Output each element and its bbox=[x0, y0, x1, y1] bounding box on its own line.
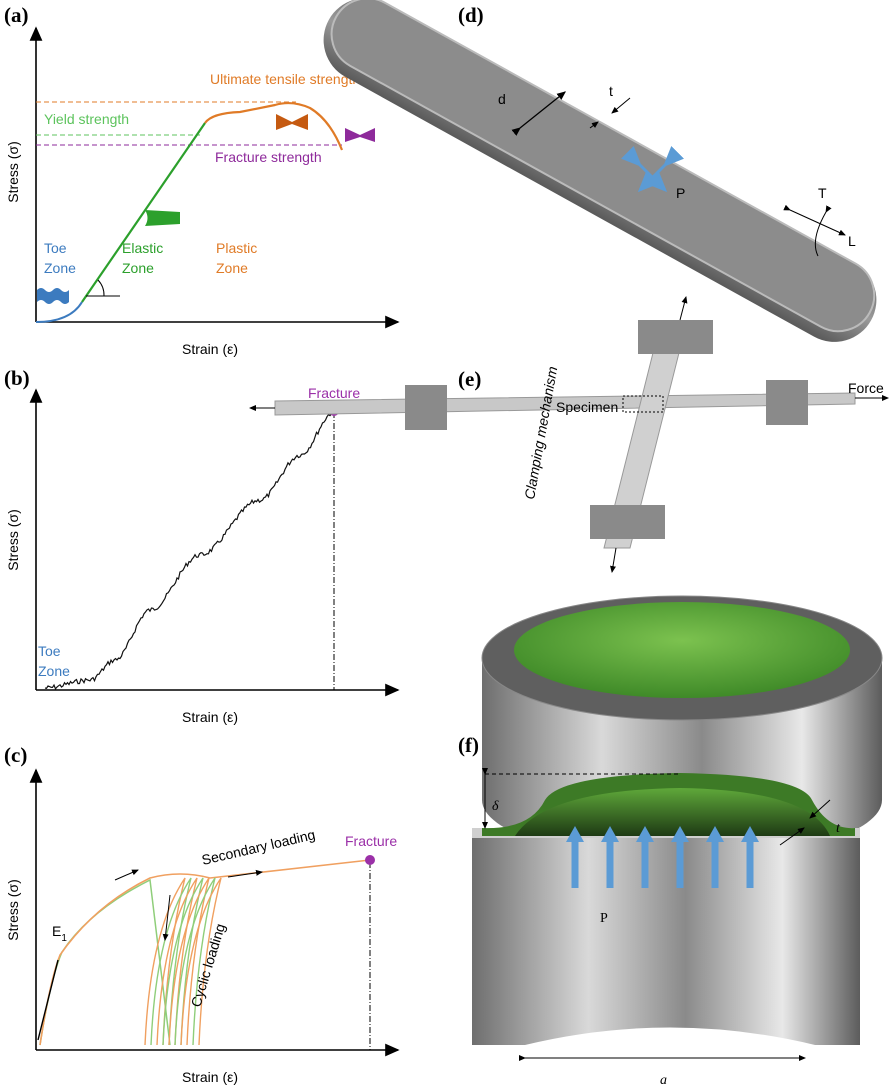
arrow bbox=[612, 548, 616, 572]
figure: (a) Stress (σ) Strain (ε) Ultimate tensi… bbox=[0, 0, 895, 1090]
annotation: Yield strength bbox=[44, 111, 129, 127]
panel-label: (d) bbox=[458, 3, 484, 27]
panel-label: (e) bbox=[458, 367, 481, 391]
fracture-point bbox=[365, 855, 375, 865]
axis-label: Stress (σ) bbox=[5, 509, 21, 571]
clamp bbox=[590, 505, 665, 539]
section bbox=[472, 838, 860, 1045]
annotation: Fracture strength bbox=[215, 149, 322, 165]
arrow bbox=[680, 297, 686, 320]
panel-label: (f) bbox=[458, 733, 479, 757]
axis-label: Stress (σ) bbox=[5, 141, 21, 203]
annotation: E1 bbox=[52, 923, 67, 944]
specimen-icon bbox=[37, 288, 69, 304]
annotation: Force bbox=[848, 380, 884, 396]
axis-label: Stress (σ) bbox=[5, 879, 21, 941]
annotation: Zone bbox=[122, 260, 154, 276]
panel-c: (c) Stress (σ) Strain (ε) Fracture Secon… bbox=[4, 743, 398, 1085]
tube bbox=[309, 0, 892, 357]
axis-label: Strain (ε) bbox=[182, 709, 238, 725]
axis-label: Strain (ε) bbox=[182, 1069, 238, 1085]
specimen-icon bbox=[276, 114, 308, 130]
annotation: Toe bbox=[44, 240, 67, 256]
panel-label: (b) bbox=[4, 366, 30, 390]
curve bbox=[40, 880, 170, 1045]
annotation: δ bbox=[492, 799, 499, 814]
annotation: Zone bbox=[38, 663, 70, 679]
annotation: Specimen bbox=[556, 399, 618, 415]
annotation: d bbox=[498, 91, 506, 107]
membrane bbox=[514, 602, 850, 698]
annotation: Toe bbox=[38, 643, 61, 659]
annotation: E bbox=[52, 923, 61, 939]
clamp bbox=[766, 380, 808, 425]
annotation: t bbox=[609, 83, 613, 99]
panel-d: (d) d t P T L bbox=[309, 0, 892, 357]
clamp bbox=[638, 320, 713, 354]
annotation: T bbox=[818, 185, 827, 201]
annotation: Zone bbox=[216, 260, 248, 276]
tube-inner bbox=[319, 0, 887, 344]
annotation: Clamping mechanism bbox=[521, 365, 560, 501]
annotation: Fracture bbox=[308, 385, 360, 401]
panel-f: (f) δ t P a bbox=[458, 596, 882, 1088]
curve bbox=[45, 410, 333, 689]
arrow bbox=[228, 872, 262, 877]
specimen-icon bbox=[345, 128, 375, 142]
annotation: P bbox=[600, 911, 608, 926]
modulus-line bbox=[38, 960, 58, 1040]
annotation: Elastic bbox=[122, 240, 163, 256]
curve bbox=[205, 103, 342, 150]
clamp bbox=[405, 385, 447, 430]
annotation: Secondary loading bbox=[200, 826, 317, 868]
annotation: P bbox=[676, 185, 685, 201]
annotation: Plastic bbox=[216, 240, 257, 256]
curve bbox=[36, 302, 82, 322]
specimen-icon bbox=[145, 210, 180, 226]
panel-label: (a) bbox=[4, 3, 29, 27]
arrow bbox=[115, 870, 138, 880]
panel-label: (c) bbox=[4, 743, 27, 767]
annotation: Fracture bbox=[345, 833, 397, 849]
annotation: a bbox=[660, 1073, 667, 1088]
panel-e: (e) Clamping mechanism Specimen Force bbox=[250, 297, 888, 572]
annotation: L bbox=[848, 233, 856, 249]
annotation: Ultimate tensile strength bbox=[210, 71, 360, 87]
arrow bbox=[612, 98, 630, 113]
annotation: 1 bbox=[61, 933, 67, 944]
annotation: Zone bbox=[44, 260, 76, 276]
axis-label: Strain (ε) bbox=[182, 341, 238, 357]
panel-b: (b) Stress (σ) Strain (ε) Fracture Toe Z… bbox=[4, 366, 398, 725]
